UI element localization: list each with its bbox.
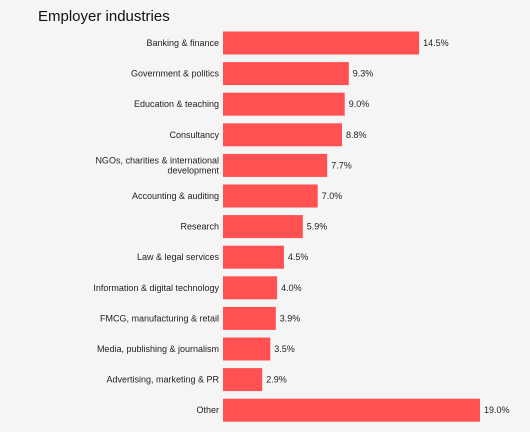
value-label-3: 8.8% bbox=[346, 130, 367, 140]
value-label-9: 3.9% bbox=[280, 313, 301, 323]
bar-3 bbox=[223, 123, 342, 147]
bar-0 bbox=[223, 31, 420, 55]
value-label-1: 9.3% bbox=[353, 69, 374, 79]
category-label-5: Accounting & auditing bbox=[132, 191, 219, 201]
bar-5 bbox=[223, 184, 318, 208]
value-label-8: 4.0% bbox=[281, 283, 302, 293]
category-label-0: Banking & finance bbox=[146, 38, 219, 48]
category-label-7: Law & legal services bbox=[137, 252, 220, 262]
value-label-4: 7.7% bbox=[331, 160, 352, 170]
category-label-12: Other bbox=[196, 405, 219, 415]
bar-12 bbox=[223, 398, 480, 422]
bar-8 bbox=[223, 276, 278, 300]
category-label-2: Education & teaching bbox=[134, 99, 219, 109]
bar-9 bbox=[223, 306, 276, 330]
category-label-4: NGOs, charities & international developme… bbox=[95, 155, 219, 175]
bar-4 bbox=[223, 153, 328, 177]
category-label-6: Research bbox=[180, 222, 219, 232]
bar-1 bbox=[223, 62, 349, 86]
value-label-11: 2.9% bbox=[266, 375, 287, 385]
category-label-1: Government & politics bbox=[131, 69, 220, 79]
category-label-10: Media, publishing & journalism bbox=[97, 344, 219, 354]
category-label-8: Information & digital technology bbox=[93, 283, 219, 293]
category-label-3: Consultancy bbox=[169, 130, 219, 140]
bar-6 bbox=[223, 215, 303, 239]
value-label-10: 3.5% bbox=[274, 344, 295, 354]
value-label-12: 19.0% bbox=[484, 405, 510, 415]
category-label-9: FMCG, manufacturing & retail bbox=[100, 313, 219, 323]
value-label-0: 14.5% bbox=[423, 38, 449, 48]
bar-10 bbox=[223, 337, 271, 361]
category-label-11: Advertising, marketing & PR bbox=[106, 375, 219, 385]
value-label-2: 9.0% bbox=[349, 99, 370, 109]
value-label-7: 4.5% bbox=[288, 252, 309, 262]
bar-7 bbox=[223, 245, 284, 269]
bar-11 bbox=[223, 368, 263, 392]
bar-2 bbox=[223, 92, 345, 116]
value-label-5: 7.0% bbox=[322, 191, 343, 201]
chart-title: Employer industries bbox=[38, 8, 170, 25]
bars-group: Banking & finance 14.5% Government & polit… bbox=[93, 31, 510, 422]
value-label-6: 5.9% bbox=[307, 222, 328, 232]
